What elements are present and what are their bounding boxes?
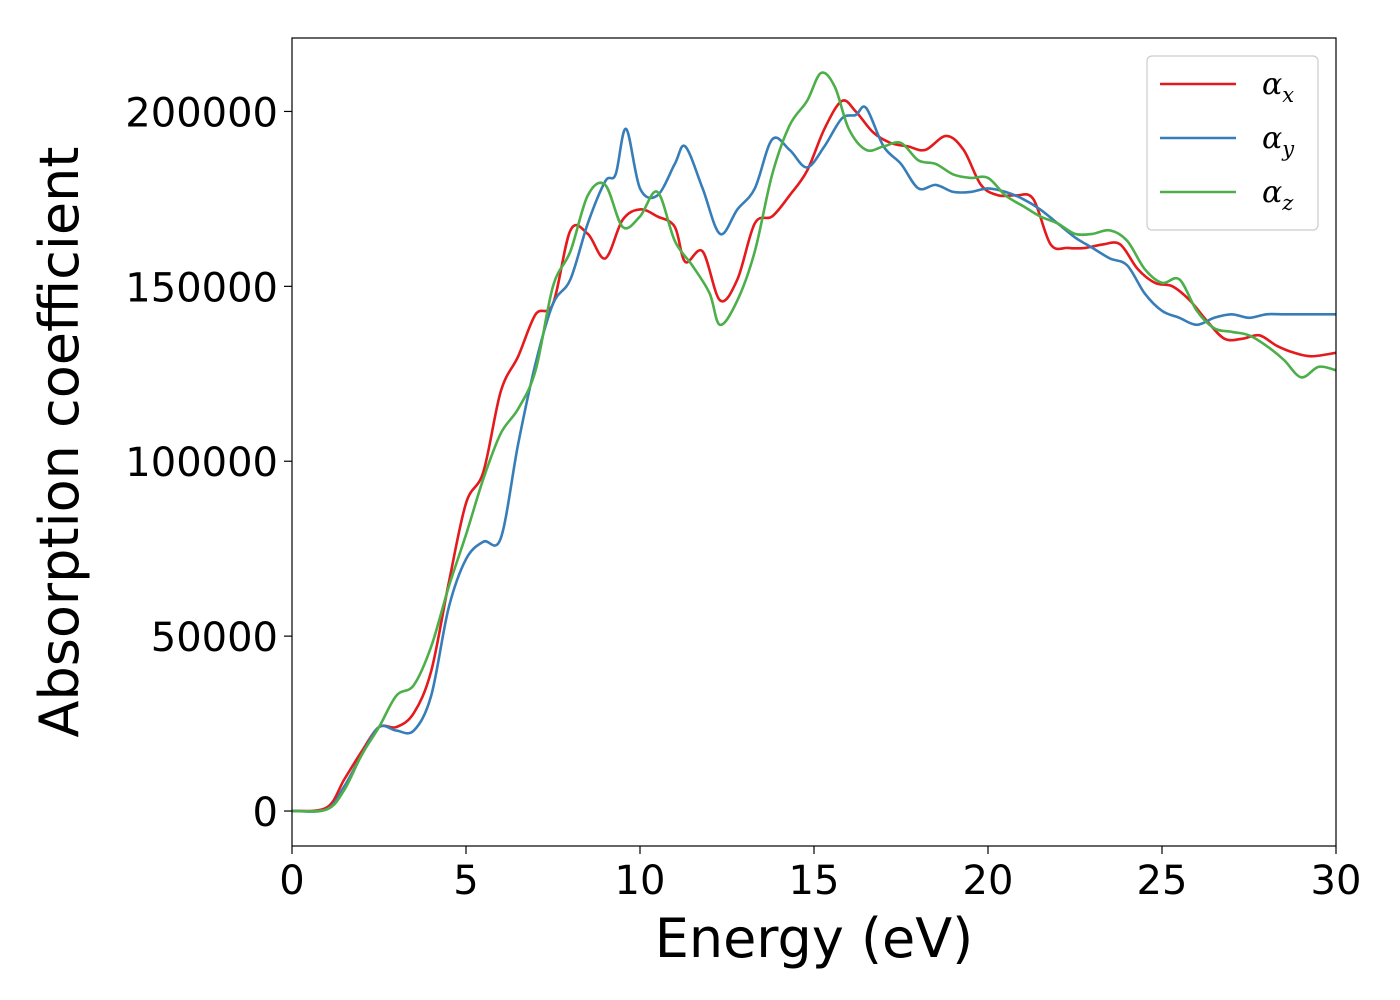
y-tick-label: 200000 xyxy=(125,90,278,136)
y-axis: 0 50000 100000 150000 200000 xyxy=(125,90,292,836)
x-tick-label: 20 xyxy=(963,858,1014,904)
legend-label-x: αx xyxy=(1262,67,1294,107)
series-line-z xyxy=(292,71,1336,813)
series-layer xyxy=(292,71,1336,813)
y-tick-label: 0 xyxy=(253,790,278,836)
x-tick-label: 15 xyxy=(789,858,840,904)
series-line-x xyxy=(292,99,1336,813)
x-axis: 0 5 10 15 20 25 30 xyxy=(279,846,1361,904)
x-tick-label: 5 xyxy=(453,858,478,904)
y-tick-label: 50000 xyxy=(151,615,278,661)
legend-frame xyxy=(1146,55,1319,231)
legend-label-y: αy xyxy=(1262,121,1295,161)
y-axis-label: Absorption coefficient xyxy=(28,147,91,738)
x-axis-label: Energy (eV) xyxy=(655,907,974,970)
x-tick-label: 10 xyxy=(615,858,666,904)
x-tick-label: 0 xyxy=(279,858,304,904)
x-tick-label: 25 xyxy=(1137,858,1188,904)
x-tick-label: 30 xyxy=(1311,858,1362,904)
series-line-y xyxy=(292,105,1336,813)
y-tick-label: 150000 xyxy=(125,265,278,311)
y-tick-label: 100000 xyxy=(125,440,278,486)
